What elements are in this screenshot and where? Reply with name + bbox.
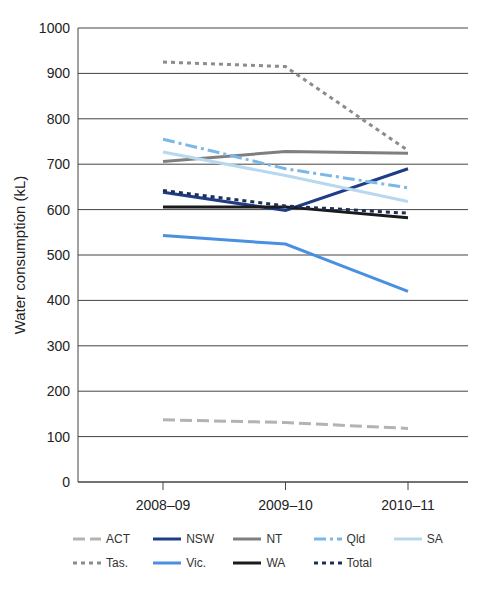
- svg-text:2010–11: 2010–11: [381, 497, 435, 513]
- svg-text:800: 800: [47, 111, 71, 127]
- svg-text:1000: 1000: [39, 20, 70, 36]
- svg-text:2008–09: 2008–09: [136, 497, 191, 513]
- svg-text:700: 700: [47, 156, 71, 172]
- svg-text:300: 300: [47, 338, 71, 354]
- svg-text:2009–10: 2009–10: [258, 497, 313, 513]
- svg-text:0: 0: [62, 474, 70, 490]
- html-text:ACT: ACT: [106, 532, 130, 546]
- html-text:Tas.: Tas.: [106, 556, 128, 570]
- html-text:SA: SA: [426, 532, 443, 546]
- html-text:NT: NT: [266, 532, 283, 546]
- svg-text:600: 600: [47, 202, 71, 218]
- svg-text:Water consumption (kL): Water consumption (kL): [11, 176, 28, 335]
- svg-text:500: 500: [47, 247, 71, 263]
- html-text:Total: Total: [346, 556, 372, 570]
- svg-text:400: 400: [47, 292, 71, 308]
- svg-text:100: 100: [47, 429, 71, 445]
- svg-text:200: 200: [47, 383, 71, 399]
- svg-text:900: 900: [47, 65, 71, 81]
- html-text:WA: WA: [266, 556, 286, 570]
- html-text:Qld: Qld: [346, 532, 366, 546]
- html-text:NSW: NSW: [186, 532, 215, 546]
- html-text:Vic.: Vic.: [186, 556, 206, 570]
